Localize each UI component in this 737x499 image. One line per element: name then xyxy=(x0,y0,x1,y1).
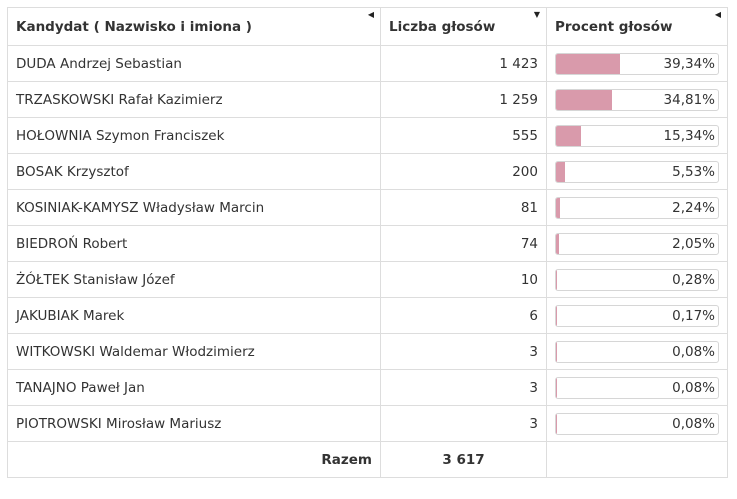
percent-value: 2,05% xyxy=(672,235,715,252)
percent-bar: 39,34% xyxy=(555,52,719,75)
total-label: Razem xyxy=(7,441,381,478)
sort-left-icon[interactable]: ◀ xyxy=(367,10,374,19)
percent-bar-fill xyxy=(556,89,613,110)
percent-bar: 5,53% xyxy=(555,160,719,183)
column-header-candidate[interactable]: Kandydat ( Nazwisko i imiona ) ◀ xyxy=(7,7,381,46)
vote-count: 3 xyxy=(380,333,547,370)
table-row: ŻÓŁTEK Stanisław Józef 10 0,28% xyxy=(7,261,728,298)
vote-count: 1 423 xyxy=(380,45,547,82)
percent-cell: 0,08% xyxy=(546,333,728,370)
table-row: DUDA Andrzej Sebastian 1 423 39,34% xyxy=(7,45,728,82)
candidate-name: BOSAK Krzysztof xyxy=(7,153,381,190)
percent-bar: 0,08% xyxy=(555,340,719,363)
percent-cell: 39,34% xyxy=(546,45,728,82)
sort-left-icon[interactable]: ◀ xyxy=(714,10,721,19)
percent-cell: 2,24% xyxy=(546,189,728,226)
candidate-name: TRZASKOWSKI Rafał Kazimierz xyxy=(7,81,381,118)
percent-value: 34,81% xyxy=(663,91,715,108)
table-row: BIEDROŃ Robert 74 2,05% xyxy=(7,225,728,262)
table-row: WITKOWSKI Waldemar Włodzimierz 3 0,08% xyxy=(7,333,728,370)
candidate-name: ŻÓŁTEK Stanisław Józef xyxy=(7,261,381,298)
results-body: DUDA Andrzej Sebastian 1 423 39,34% TRZASKO… xyxy=(7,45,728,442)
vote-count: 1 259 xyxy=(380,81,547,118)
percent-bar-fill xyxy=(556,161,565,182)
vote-count: 3 xyxy=(380,369,547,406)
percent-cell: 5,53% xyxy=(546,153,728,190)
percent-value: 39,34% xyxy=(663,55,715,72)
percent-value: 2,24% xyxy=(672,199,715,216)
percent-cell: 15,34% xyxy=(546,117,728,154)
percent-bar: 0,28% xyxy=(555,268,719,291)
column-header-percent-label: Procent głosów xyxy=(555,18,673,35)
vote-count: 3 xyxy=(380,405,547,442)
percent-cell: 0,08% xyxy=(546,369,728,406)
candidate-name: DUDA Andrzej Sebastian xyxy=(7,45,381,82)
sort-down-icon[interactable]: ▼ xyxy=(533,10,540,19)
table-row: TANAJNO Paweł Jan 3 0,08% xyxy=(7,369,728,406)
percent-value: 5,53% xyxy=(672,163,715,180)
percent-value: 15,34% xyxy=(663,127,715,144)
vote-count: 81 xyxy=(380,189,547,226)
total-row: Razem 3 617 xyxy=(7,441,728,478)
percent-bar: 2,24% xyxy=(555,196,719,219)
percent-bar-fill xyxy=(556,53,620,74)
percent-bar-fill xyxy=(556,233,560,254)
results-table: Kandydat ( Nazwisko i imiona ) ◀ Liczba … xyxy=(7,7,728,478)
candidate-name: KOSINIAK-KAMYSZ Władysław Marcin xyxy=(7,189,381,226)
column-header-percent[interactable]: Procent głosów ◀ xyxy=(546,7,728,46)
candidate-name: PIOTROWSKI Mirosław Mariusz xyxy=(7,405,381,442)
percent-bar: 0,08% xyxy=(555,412,719,435)
percent-cell: 0,17% xyxy=(546,297,728,334)
table-row: HOŁOWNIA Szymon Franciszek 555 15,34% xyxy=(7,117,728,154)
percent-bar: 2,05% xyxy=(555,232,719,255)
percent-bar: 15,34% xyxy=(555,124,719,147)
percent-bar: 34,81% xyxy=(555,88,719,111)
candidate-name: TANAJNO Paweł Jan xyxy=(7,369,381,406)
table-row: TRZASKOWSKI Rafał Kazimierz 1 259 34,81% xyxy=(7,81,728,118)
table-row: KOSINIAK-KAMYSZ Władysław Marcin 81 2,24% xyxy=(7,189,728,226)
vote-count: 6 xyxy=(380,297,547,334)
vote-count: 10 xyxy=(380,261,547,298)
total-percent-cell xyxy=(546,441,728,478)
column-header-candidate-label: Kandydat ( Nazwisko i imiona ) xyxy=(16,18,252,35)
percent-bar: 0,08% xyxy=(555,376,719,399)
vote-count: 74 xyxy=(380,225,547,262)
table-row: PIOTROWSKI Mirosław Mariusz 3 0,08% xyxy=(7,405,728,442)
table-row: JAKUBIAK Marek 6 0,17% xyxy=(7,297,728,334)
column-header-votes-label: Liczba głosów xyxy=(389,18,496,35)
candidate-name: BIEDROŃ Robert xyxy=(7,225,381,262)
percent-value: 0,08% xyxy=(672,415,715,432)
percent-value: 0,17% xyxy=(672,307,715,324)
vote-count: 555 xyxy=(380,117,547,154)
header-row: Kandydat ( Nazwisko i imiona ) ◀ Liczba … xyxy=(7,7,728,46)
percent-bar-fill xyxy=(556,125,581,146)
column-header-votes[interactable]: Liczba głosów ▼ xyxy=(380,7,547,46)
percent-bar: 0,17% xyxy=(555,304,719,327)
candidate-name: JAKUBIAK Marek xyxy=(7,297,381,334)
table-row: BOSAK Krzysztof 200 5,53% xyxy=(7,153,728,190)
percent-cell: 0,08% xyxy=(546,405,728,442)
percent-value: 0,08% xyxy=(672,379,715,396)
vote-count: 200 xyxy=(380,153,547,190)
percent-bar-fill xyxy=(556,197,560,218)
percent-value: 0,28% xyxy=(672,271,715,288)
percent-cell: 34,81% xyxy=(546,81,728,118)
percent-cell: 0,28% xyxy=(546,261,728,298)
percent-cell: 2,05% xyxy=(546,225,728,262)
candidate-name: HOŁOWNIA Szymon Franciszek xyxy=(7,117,381,154)
total-votes: 3 617 xyxy=(380,441,547,478)
percent-value: 0,08% xyxy=(672,343,715,360)
candidate-name: WITKOWSKI Waldemar Włodzimierz xyxy=(7,333,381,370)
